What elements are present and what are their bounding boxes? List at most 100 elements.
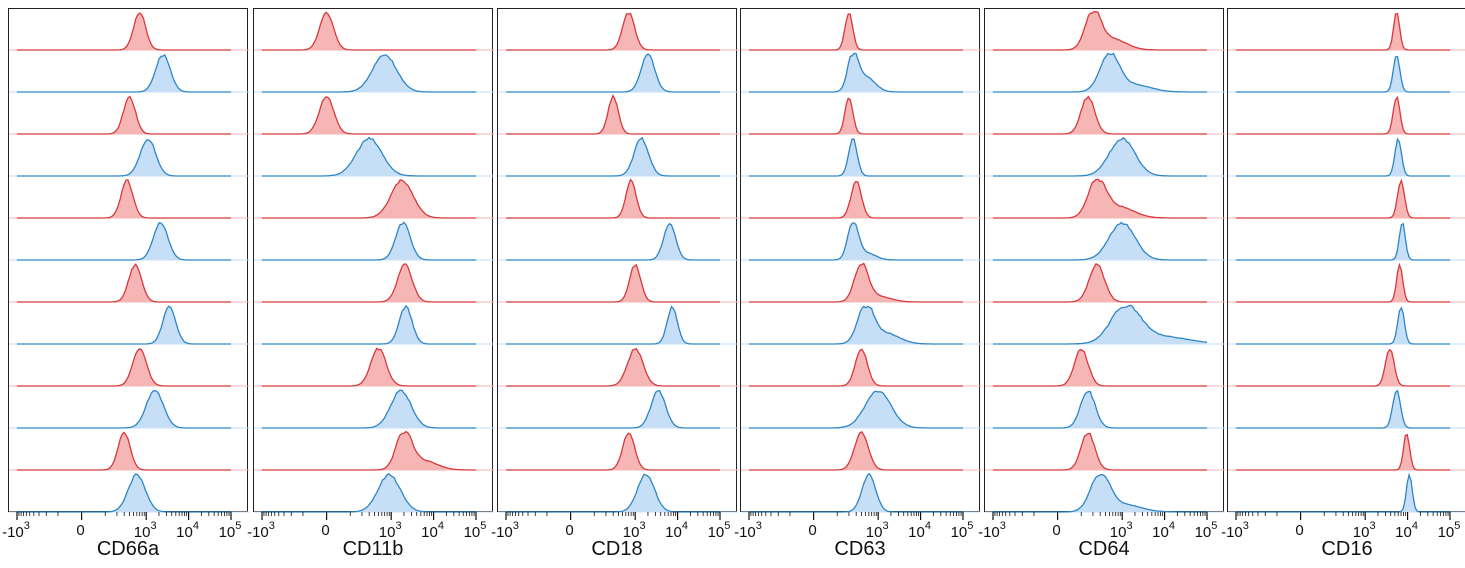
histogram-fill-red — [262, 348, 476, 386]
marker-label: CD66a — [96, 538, 160, 560]
histogram-fill-red — [262, 431, 476, 470]
tick-label: -103 — [1221, 520, 1249, 541]
tick-label: 0 — [808, 522, 817, 539]
tick-label: 103 — [1109, 520, 1133, 541]
histogram-curve-red — [506, 93, 720, 135]
histogram-curve-blue — [17, 473, 231, 513]
histogram-panel-cd18 — [497, 8, 738, 520]
x-axis-ticks — [748, 512, 964, 520]
histogram-fill-blue — [506, 474, 720, 512]
histogram-fill-blue — [993, 391, 1207, 428]
histogram-curve-red — [17, 348, 231, 387]
histogram-curve-red — [506, 347, 720, 387]
histogram-panel-cd64 — [984, 8, 1225, 520]
tick-label: 103 — [1352, 520, 1376, 541]
histogram-curve-blue — [749, 390, 963, 429]
histogram-fill-red — [993, 349, 1207, 386]
histogram-fill-red — [506, 95, 720, 134]
histogram-curve-red — [262, 347, 476, 387]
histogram-fill-red — [1236, 264, 1450, 302]
histogram-fill-red — [749, 181, 963, 218]
marker-label: CD16 — [1321, 538, 1373, 560]
histogram-curve-blue — [749, 52, 963, 93]
histogram-curve-blue — [993, 304, 1208, 345]
histogram-fill-red — [1236, 180, 1450, 218]
histogram-curve-red — [749, 13, 963, 51]
histogram-curve-blue — [506, 473, 720, 513]
histogram-fill-blue — [993, 305, 1207, 344]
tick-label: -103 — [491, 520, 519, 541]
histogram-fill-blue — [506, 306, 720, 344]
tick-label: 104 — [421, 520, 444, 541]
histogram-fill-red — [262, 96, 476, 134]
marker-label: CD11b — [342, 538, 404, 560]
histogram-curve-blue — [262, 136, 476, 177]
histogram-curve-blue — [993, 390, 1207, 429]
histogram-fill-blue — [749, 139, 963, 176]
histogram-fill-blue — [993, 222, 1207, 260]
histogram-curve-red — [749, 348, 963, 387]
tick-label: 105 — [950, 520, 974, 541]
histogram-panel-cd11b — [253, 8, 494, 520]
histogram-curve-red — [993, 10, 1207, 51]
histogram-fill-red — [17, 179, 231, 218]
histogram-curve-blue — [749, 472, 963, 513]
histogram-fill-red — [993, 11, 1207, 51]
histogram-curve-blue — [749, 222, 963, 261]
histogram-fill-red — [506, 264, 720, 302]
histogram-curve-blue — [262, 304, 476, 345]
histogram-fill-blue — [993, 137, 1207, 176]
histogram-curve-blue — [993, 136, 1207, 177]
histogram-curve-red — [17, 431, 231, 471]
histogram-curve-red — [262, 263, 476, 303]
histogram-curve-red — [1236, 178, 1450, 219]
histogram-fill-blue — [749, 391, 963, 428]
histogram-fill-blue — [506, 223, 720, 260]
histogram-fill-red — [749, 349, 963, 386]
tick-label: 103 — [622, 520, 646, 541]
histogram-curve-blue — [993, 52, 1207, 93]
marker-label: CD64 — [1078, 538, 1130, 560]
histogram-fill-red — [506, 13, 720, 50]
histogram-fill-red — [17, 348, 231, 386]
histogram-fill-blue — [506, 390, 720, 428]
marker-label: CD18 — [591, 538, 643, 560]
tick-label: 0 — [1295, 522, 1304, 539]
histogram-curve-red — [993, 178, 1207, 219]
histogram-fill-red — [993, 433, 1207, 470]
tick-label: 105 — [463, 520, 487, 541]
histogram-fill-blue — [262, 473, 476, 512]
histogram-curve-blue — [506, 53, 720, 93]
histogram-curve-red — [17, 95, 231, 135]
histogram-fill-red — [17, 264, 231, 302]
histogram-curve-blue — [1236, 306, 1450, 345]
histogram-curve-blue — [749, 305, 963, 345]
tick-label: 105 — [1437, 520, 1461, 541]
histogram-curve-red — [749, 180, 963, 219]
histogram-curve-red — [262, 11, 476, 51]
histogram-plot-area — [9, 12, 249, 520]
histogram-fill-blue — [1236, 390, 1450, 428]
histogram-curve-blue — [1236, 222, 1450, 261]
histogram-curve-blue — [262, 472, 476, 513]
histogram-fill-red — [749, 98, 963, 134]
histogram-fill-blue — [17, 139, 231, 176]
histogram-fill-red — [262, 264, 476, 302]
histogram-curve-blue — [262, 221, 476, 261]
histogram-fill-red — [506, 348, 720, 386]
tick-label: 105 — [707, 520, 731, 541]
histogram-curve-red — [993, 348, 1207, 387]
tick-label: 104 — [1395, 520, 1418, 541]
histogram-curve-blue — [506, 222, 720, 261]
x-axis-ticks — [16, 512, 232, 520]
histogram-fill-blue — [262, 222, 476, 260]
histogram-fill-blue — [262, 55, 476, 92]
histogram-curve-blue — [993, 473, 1207, 513]
histogram-fill-blue — [1236, 307, 1450, 344]
histogram-fill-red — [506, 433, 720, 470]
histogram-curve-red — [262, 179, 476, 219]
histogram-curve-red — [506, 178, 720, 219]
histogram-fill-blue — [17, 390, 231, 428]
histogram-panel-cd63 — [740, 8, 981, 520]
